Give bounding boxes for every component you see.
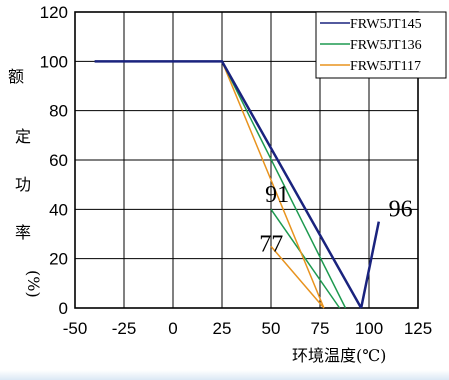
series-line: [221, 61, 325, 309]
x-axis-label: 环境温度(℃): [292, 346, 386, 365]
x-tick-label: 0: [168, 319, 177, 338]
x-tick-label: 25: [213, 319, 232, 338]
legend: FRW5JT145 FRW5JT136 FRW5JT117: [315, 11, 447, 79]
annotation-label: 91: [265, 182, 289, 208]
legend-entry: FRW5JT117: [350, 59, 421, 74]
series-line: [221, 60, 347, 309]
y-tick-label: 100: [40, 52, 68, 71]
y-tick-label: 40: [49, 200, 68, 219]
x-tick-label: 125: [404, 319, 432, 338]
y-tick-label: 120: [40, 3, 68, 22]
y-tick-label: 80: [49, 102, 68, 121]
x-tick-label: -25: [112, 319, 137, 338]
x-tick-label: 100: [355, 319, 383, 338]
y-tick-label: 60: [49, 151, 68, 170]
series-segment: [270, 208, 341, 309]
y-axis-label: 额 定 功 率 (%): [8, 67, 43, 298]
x-tick-label: 75: [311, 319, 330, 338]
y-axis-label-char: 定: [15, 127, 31, 146]
y-axis-label-char: 率: [15, 223, 31, 242]
legend-entry: FRW5JT145: [350, 17, 422, 32]
bottom-band: [0, 370, 449, 380]
annotation-label: 96: [389, 197, 413, 223]
annotation-label: 77: [259, 231, 283, 257]
y-axis-label-char: 额: [8, 67, 24, 86]
x-tick-label: 50: [262, 319, 281, 338]
series-segment: [270, 245, 325, 309]
x-tick-label: -50: [63, 319, 88, 338]
y-tick-label: 0: [59, 299, 68, 318]
series-segment: [359, 221, 381, 309]
y-axis-label-char: (%): [24, 270, 43, 298]
y-axis-label-char: 功: [15, 175, 31, 194]
y-tick-label: 20: [49, 250, 68, 269]
series-line: [94, 60, 363, 309]
legend-entry: FRW5JT136: [350, 38, 422, 53]
